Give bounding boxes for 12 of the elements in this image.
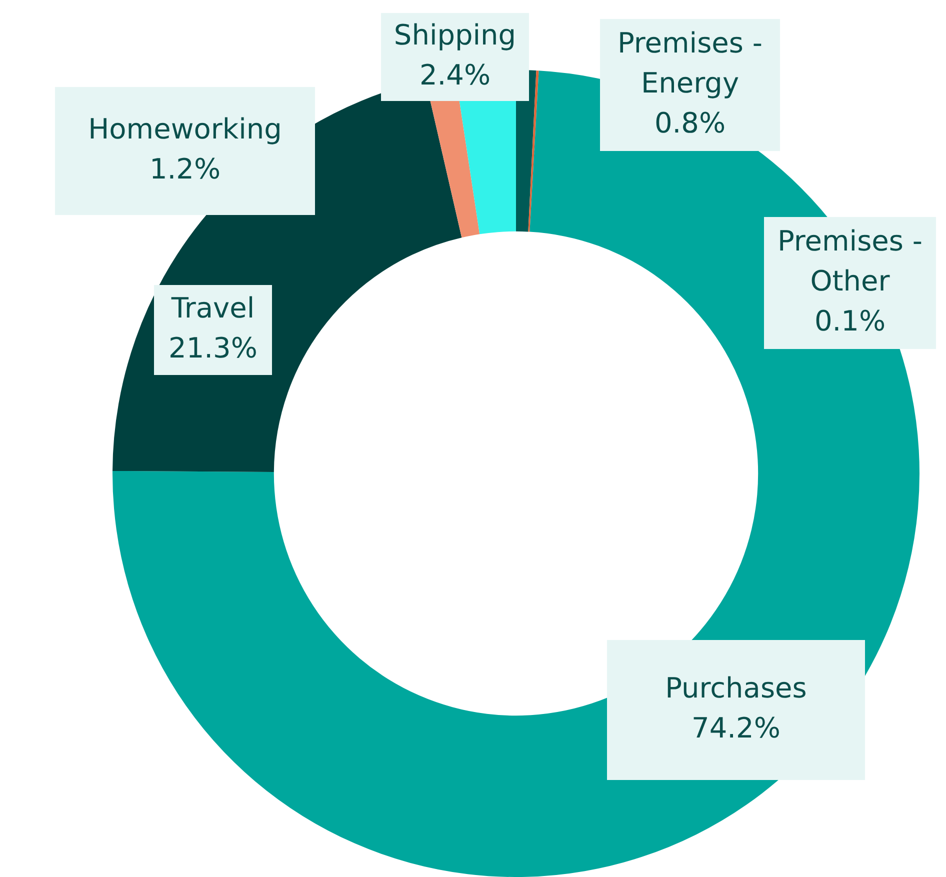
- slice-label: Premises - Energy: [618, 26, 762, 100]
- data-label: 74.2%: [692, 711, 780, 744]
- slice-label: Homeworking: [88, 112, 282, 146]
- data-label: 21.3%: [168, 331, 258, 364]
- data-label: 2.4%: [419, 58, 491, 92]
- data-label: 0.8%: [654, 106, 726, 140]
- slice-label: Shipping: [394, 18, 516, 52]
- slice-label: Travel: [170, 291, 255, 324]
- data-label: 0.1%: [814, 304, 886, 338]
- slice-label: Premises - Other: [778, 224, 922, 298]
- data-label: 1.2%: [149, 152, 221, 186]
- slice-label: Purchases: [665, 671, 807, 704]
